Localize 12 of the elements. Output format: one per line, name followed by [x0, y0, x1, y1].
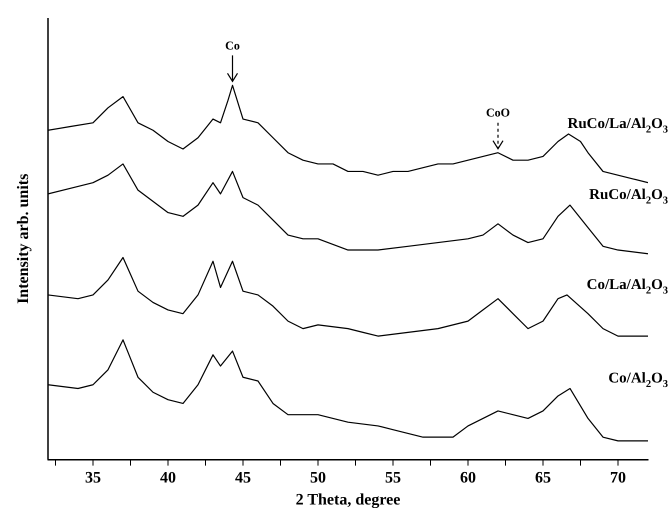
x-tick-label: 45: [235, 469, 251, 486]
x-tick-label: 55: [385, 469, 401, 486]
x-tick-label: 50: [310, 469, 326, 486]
x-tick-label: 35: [85, 469, 101, 486]
x-axis-title: 2 Theta, degree: [296, 492, 400, 509]
x-tick-label: 70: [610, 469, 626, 486]
x-tick-label: 65: [535, 469, 551, 486]
y-axis-title: Intensity arb. units: [15, 174, 32, 304]
annotation: Co: [225, 38, 240, 52]
annotation: CoO: [486, 106, 510, 120]
x-tick-label: 40: [160, 469, 176, 486]
x-tick-label: 60: [460, 469, 476, 486]
